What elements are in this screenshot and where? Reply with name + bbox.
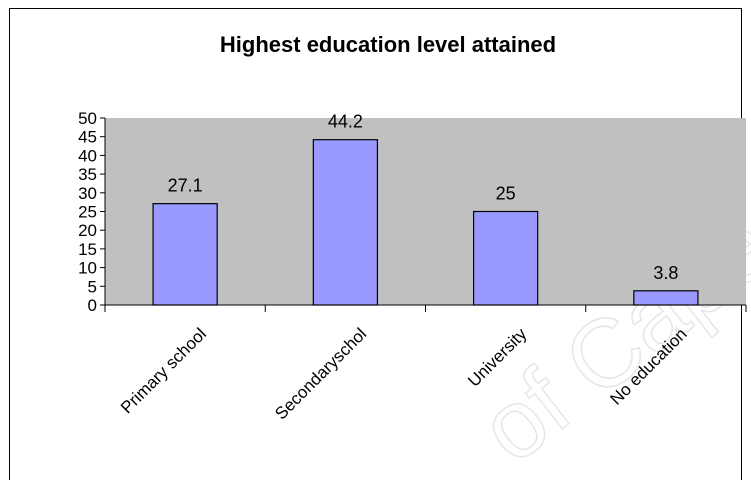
y-tick-label: 35 (78, 165, 97, 184)
bar (472, 210, 539, 306)
x-category-label: Secondaryschol (271, 324, 370, 423)
chart-title: Highest education level attained (220, 32, 556, 57)
bar-value-label: 3.8 (653, 263, 678, 283)
bar (312, 139, 379, 306)
bar-value-label: 25 (496, 184, 516, 204)
y-tick-label: 0 (88, 296, 97, 315)
data-labels: 27.1 44.2 25 3.8 (168, 112, 679, 283)
bars (152, 139, 699, 306)
y-tick-label: 10 (78, 259, 97, 278)
y-tick-label: 50 (78, 109, 97, 128)
y-tick-label: 40 (78, 146, 97, 165)
bar (152, 203, 218, 306)
y-tick-label: 30 (78, 184, 97, 203)
x-category-label: Primary school (117, 324, 210, 417)
y-tick-label: 15 (78, 240, 97, 259)
bar-value-label: 27.1 (168, 176, 203, 196)
bar (633, 290, 699, 306)
y-tick-label: 25 (78, 203, 97, 222)
y-tick-label: 45 (78, 128, 97, 147)
y-tick-label: 20 (78, 221, 97, 240)
bar-value-label: 44.2 (328, 112, 363, 132)
y-tick-label: 5 (88, 277, 97, 296)
